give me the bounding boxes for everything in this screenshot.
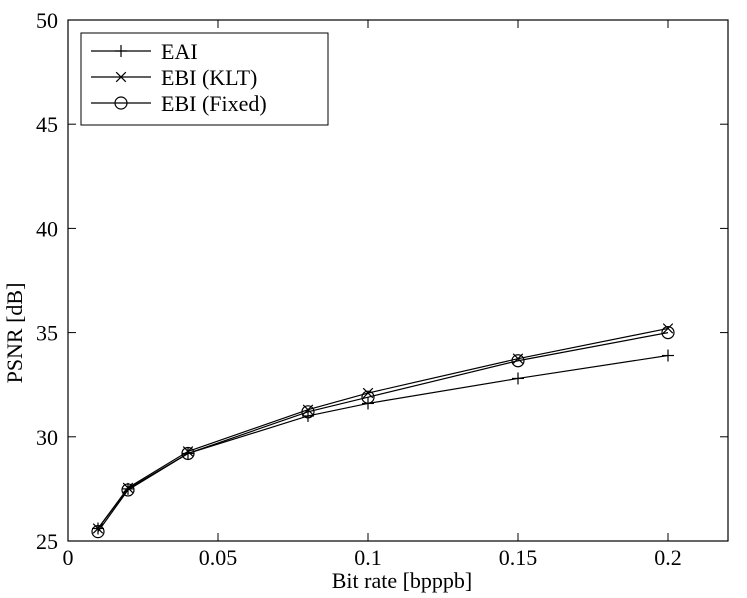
x-tick-label: 0.15 [499,545,538,570]
series-line-eai [97,354,669,529]
data-point-ebi-fixed [121,483,135,497]
legend-label-ebi-klt: EBI (KLT) [161,65,257,90]
data-point-eai [662,349,674,362]
data-point-ebi-fixed [511,354,525,368]
plot-area-border [67,19,729,542]
data-point-eai [512,372,524,385]
x-tick-label: 0.05 [199,545,238,570]
x-tick-label: 0.1 [354,545,382,570]
legend-marker-eai [115,45,127,57]
series-layer [91,323,675,539]
x-tick-label: 0 [63,545,74,570]
data-point-ebi-fixed [181,446,195,461]
y-axis-label: PSNR [dB] [2,283,27,384]
legend-marker-ebi-klt [115,71,127,83]
legend-label-eai: EAI [161,39,198,64]
y-tick-label: 50 [36,8,58,33]
series-line-ebi-klt [97,327,669,529]
y-tick-label: 40 [36,216,58,241]
data-point-ebi-fixed [301,405,315,419]
data-point-ebi-fixed [91,525,105,539]
series-line-ebi-fixed [97,332,669,532]
legend-marker-ebi-fixed [114,96,128,110]
data-point-ebi-fixed [661,326,675,340]
legend-label-ebi-fixed: EBI (Fixed) [161,91,267,116]
y-tick-label: 35 [36,321,58,346]
data-point-ebi-klt [92,523,104,534]
plot-frame [67,19,729,542]
data-point-ebi-klt [662,323,674,334]
y-tick-label: 45 [36,112,58,137]
ticks-layer: 0 0.05 0.1 0.15 0.2 25 30 35 40 45 50 [36,8,728,570]
data-point-ebi-fixed [361,390,375,404]
x-tick-label: 0.2 [654,545,682,570]
x-axis-label: Bit rate [bpppb] [332,568,473,593]
y-tick-label: 30 [36,425,58,450]
data-point-eai [122,482,134,495]
y-tick-label: 25 [36,529,58,554]
